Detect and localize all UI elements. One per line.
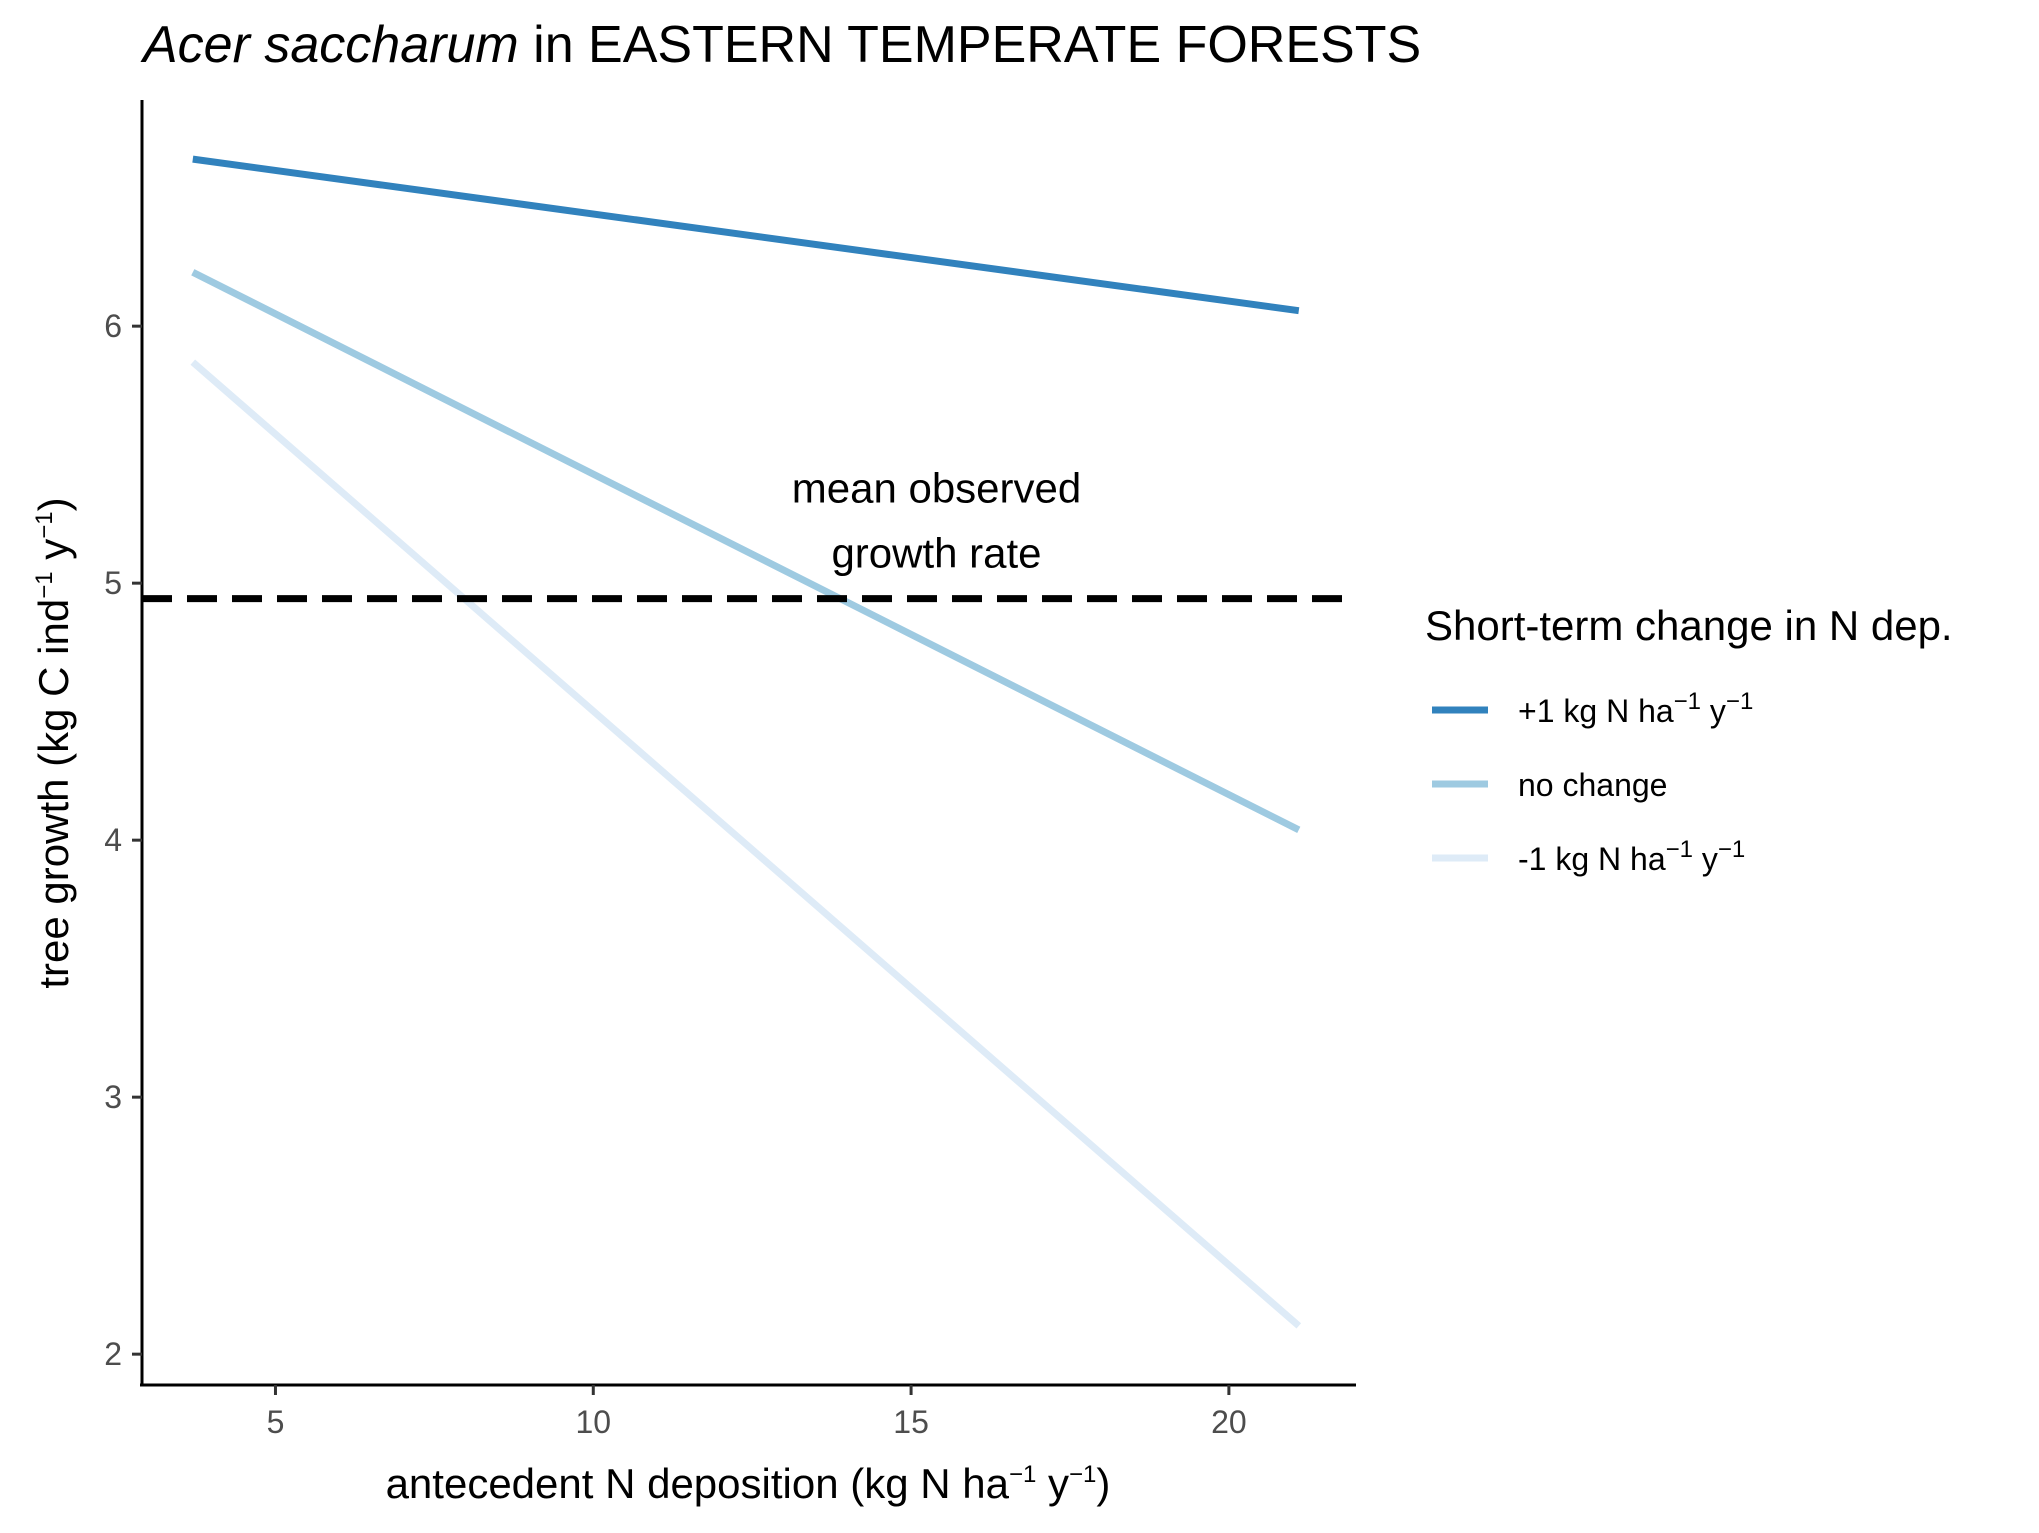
x-tick-label: 15 [893,1404,929,1440]
y-axis-title-sup1: −1 [31,571,58,598]
x-tick-label: 5 [267,1404,285,1440]
series-line-2 [191,269,1301,834]
x-axis-title-end: ) [1096,1460,1110,1507]
legend: Short-term change in N dep. +1 kg N ha−1… [1425,602,1953,877]
y-axis-title-main: tree growth (kg C ind [30,599,77,989]
legend-label-1: +1 kg N ha−1 y−1 [1518,688,1753,729]
y-tick-label: 2 [104,1336,122,1372]
chart-title-species: Acer saccharum [140,16,519,74]
x-ticks: 5 10 15 20 [267,1385,1247,1440]
y-axis-title-sup2: −1 [31,511,58,538]
chart-title-region: in EASTERN TEMPERATE FORESTS [519,16,1421,74]
x-axis-title: antecedent N deposition (kg N ha−1 y−1) [386,1460,1111,1507]
x-axis-title-sup2: −1 [1069,1461,1096,1488]
chart-title: Acer saccharum in EASTERN TEMPERATE FORE… [140,16,1421,74]
plot-area: mean observed growth rate [142,155,1356,1329]
y-tick-label: 4 [104,822,122,858]
y-tick-label: 5 [104,565,122,601]
y-tick-label: 6 [104,308,122,344]
y-axis-title-mid: y [30,539,77,572]
x-axis-title-main: antecedent N deposition (kg N ha [386,1460,1010,1507]
x-axis-title-sup1: −1 [1009,1461,1036,1488]
series-line-3 [190,359,1302,1329]
y-axis-title: tree growth (kg C ind−1 y−1) [30,497,77,988]
y-axis-title-end: ) [30,497,77,511]
legend-label-3: -1 kg N ha−1 y−1 [1518,836,1745,877]
x-tick-label: 20 [1211,1404,1247,1440]
series-layer [190,155,1302,1329]
y-ticks: 2 3 4 5 6 [104,308,142,1372]
legend-label-2: no change [1518,767,1667,803]
legend-title: Short-term change in N dep. [1425,602,1953,649]
annotation-line-1: mean observed [792,465,1082,512]
annotation-line-2: growth rate [831,530,1041,577]
x-axis-title-mid: y [1036,1460,1069,1507]
y-tick-label: 3 [104,1079,122,1115]
series-line-1 [192,155,1300,315]
legend-entries: +1 kg N ha−1 y−1 no change -1 kg N ha−1 y−… [1432,688,1753,877]
x-tick-label: 10 [575,1404,611,1440]
